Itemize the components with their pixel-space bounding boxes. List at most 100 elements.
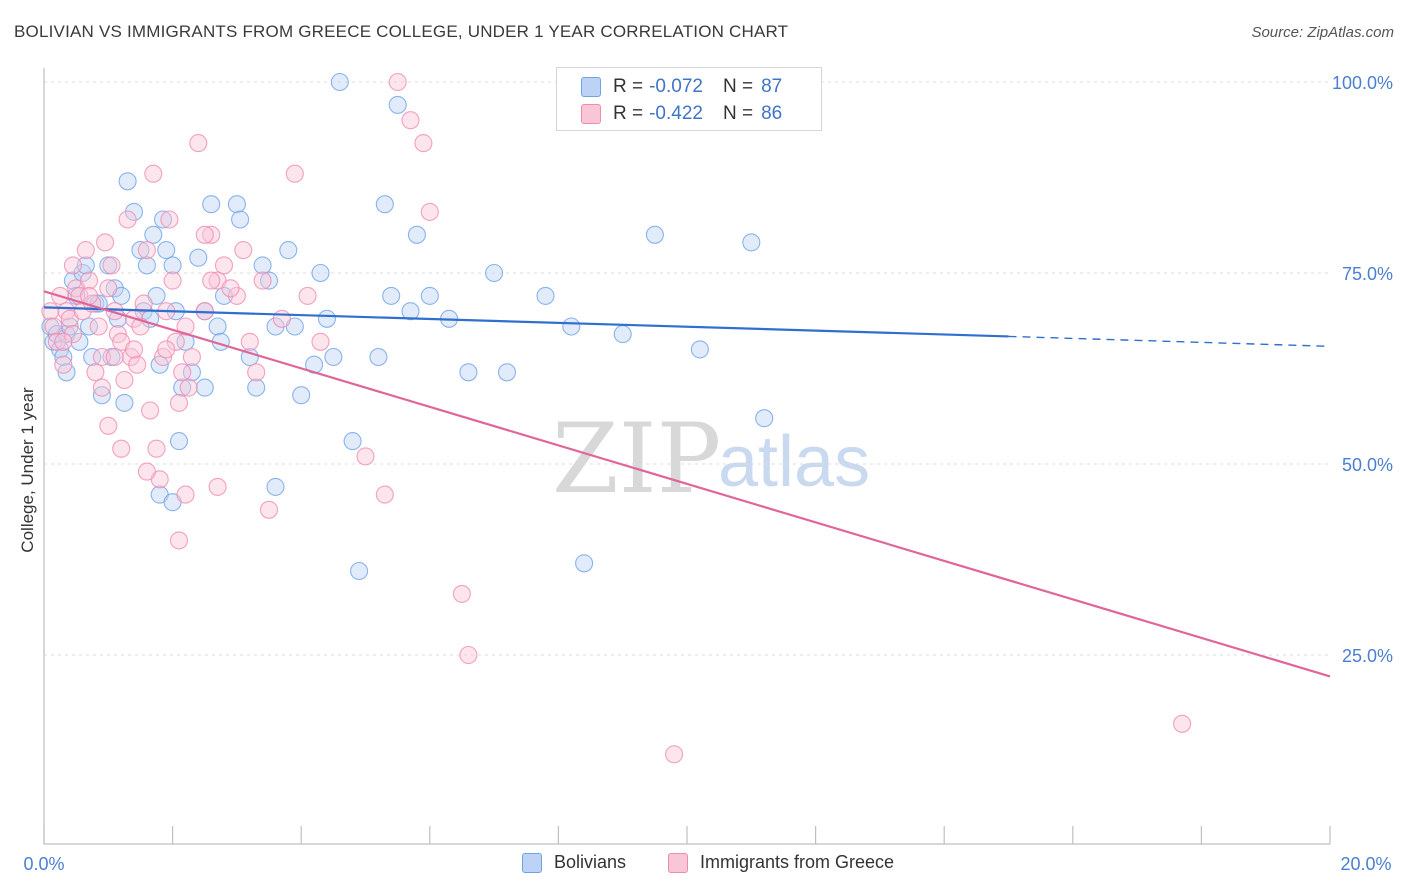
data-point [350,561,369,581]
data-point [645,225,664,244]
data-point [253,256,272,275]
legend-label-bolivians: Bolivians [554,852,627,872]
data-point [234,241,253,260]
data-point [227,286,246,305]
legend-swatch-bolivians [581,77,601,97]
data-point [144,225,163,244]
data-point [92,378,111,397]
data-point [169,531,189,550]
data-point [311,332,330,351]
data-point [79,271,99,290]
data-point [231,210,250,229]
data-point [54,355,73,374]
legend-item-bolivians[interactable]: Bolivians [522,852,626,873]
data-point [279,241,298,260]
data-point [259,500,279,519]
data-point [665,745,684,764]
data-point [195,378,214,397]
data-point [388,95,407,114]
data-point [356,447,375,466]
data-point [298,286,317,305]
data-point [118,210,137,229]
data-point [189,134,208,153]
data-point [86,363,105,382]
data-point [1173,714,1192,733]
data-point [452,584,471,603]
data-point [115,370,134,390]
data-point [169,393,189,412]
data-point [742,233,761,252]
data-point [382,286,401,305]
data-point [401,111,420,130]
series-legend: Bolivians Immigrants from Greece [0,852,1406,878]
data-point [324,347,343,367]
data-point [485,263,504,283]
data-point [163,256,182,275]
legend-label-greece: Immigrants from Greece [700,852,895,872]
data-point [134,294,153,313]
data-point [173,363,192,382]
data-point [414,134,433,153]
legend-swatch-greece [581,104,601,124]
watermark-atlas: atlas [718,422,870,502]
data-point [118,172,137,191]
legend-item-greece[interactable]: Immigrants from Greece [668,852,894,873]
data-point [124,202,144,221]
legend-swatch-bolivians [522,852,542,873]
data-point [420,286,439,305]
data-point [182,363,201,382]
grid-lines [44,81,1330,656]
data-point [137,256,156,275]
data-point [44,317,63,336]
data-point [253,271,272,290]
data-point [89,317,108,336]
trend-line-bolivians-extrapolated [1008,335,1331,348]
data-point [375,485,394,504]
data-point [459,645,478,665]
data-point [375,195,394,214]
data-point [202,195,221,214]
y-tick-label: 50.0% [1342,455,1393,475]
data-point [157,241,176,260]
source-note: Source: ZipAtlas.com [1251,24,1394,41]
x-tick-label: 0.0% [23,854,64,874]
legend-r-label: R = [613,76,644,97]
data-point [54,347,73,367]
data-point [266,477,285,496]
data-point [131,241,150,260]
data-point [214,286,234,305]
data-point [102,256,121,275]
axes [43,68,1331,845]
data-point [214,256,234,275]
data-point [147,439,166,458]
data-point [189,248,208,267]
data-point [70,332,89,351]
data-point [79,286,99,305]
data-point [562,317,581,336]
legend-r-value: -0.422 [649,103,703,124]
data-point [92,386,111,405]
legend-r-label: R = [613,103,644,124]
data-point [76,256,95,275]
data-point [208,477,227,496]
data-point [54,332,73,351]
data-point [92,347,111,367]
data-point [208,317,227,336]
data-point [137,241,156,260]
data-point [176,485,195,504]
y-tick-label: 25.0% [1342,646,1393,666]
data-point [401,302,420,321]
data-point [99,279,118,298]
legend-n-label: N = [722,76,754,97]
data-point [105,279,124,298]
data-point [176,317,195,336]
data-point [755,409,774,428]
data-point [420,202,439,221]
data-point [76,241,95,260]
data-point [128,355,147,374]
y-tick-label: 75.0% [1342,264,1393,284]
data-point [240,332,259,351]
data-point [137,462,156,481]
data-point [613,325,632,344]
